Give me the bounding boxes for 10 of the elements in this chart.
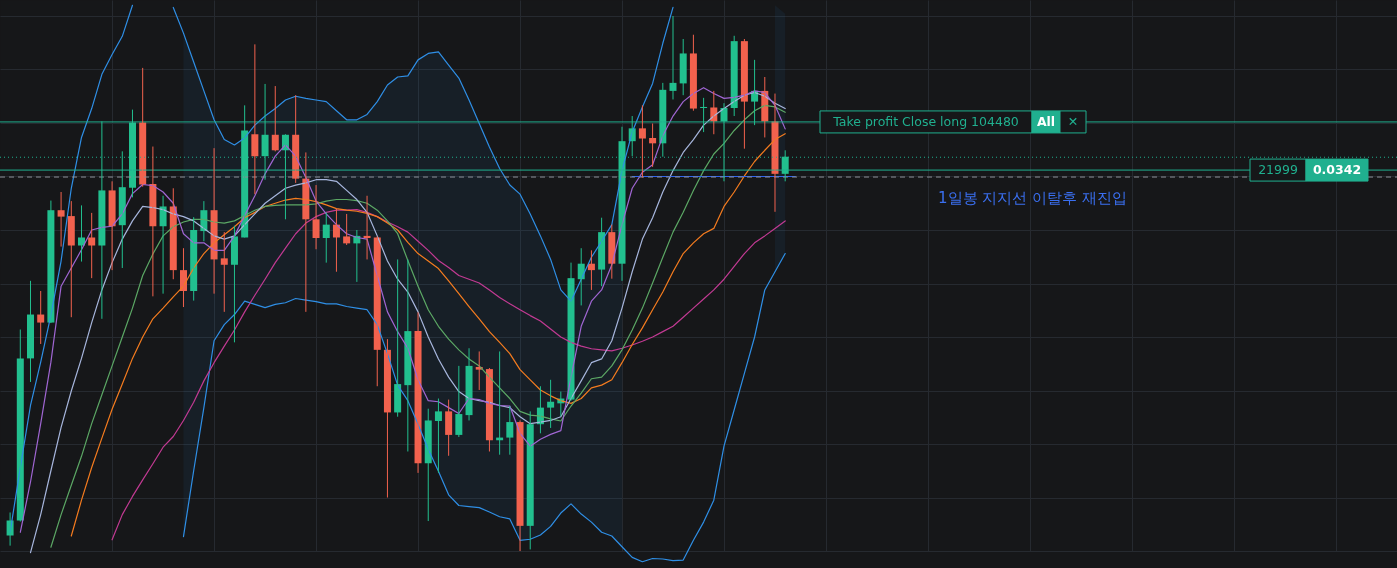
- annotation: 21999: [1258, 162, 1298, 178]
- candlestick: [638, 104, 646, 179]
- annotation: 0.0342: [1312, 162, 1362, 178]
- annotation: ✕: [1067, 113, 1079, 129]
- candlestick: [88, 212, 96, 279]
- annotation: All: [1036, 113, 1056, 129]
- annotation: 1일봉 지지선 이탈후 재진입: [938, 189, 1127, 207]
- ref-line-label: Take profit Close long 104480: [832, 113, 1019, 129]
- candlestick: [220, 231, 228, 313]
- candlestick: [434, 398, 442, 474]
